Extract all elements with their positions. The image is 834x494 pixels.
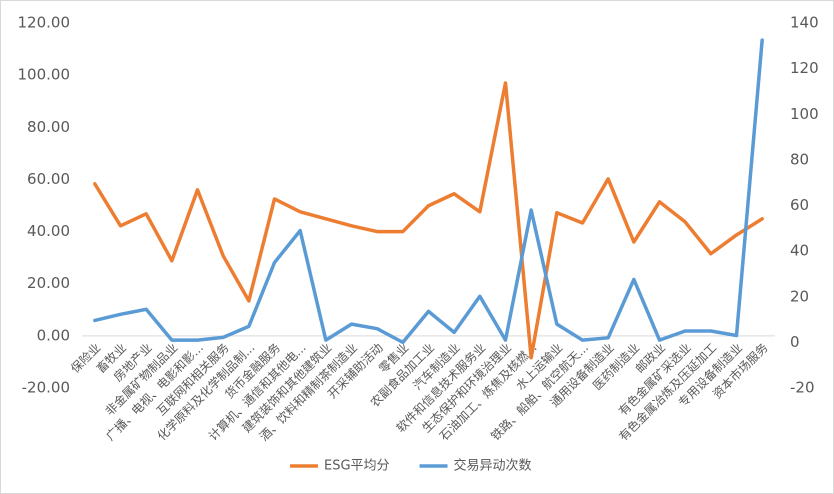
series-line <box>93 81 764 360</box>
series-line <box>93 38 764 345</box>
y-tick-label: 60.00 <box>27 170 70 188</box>
y2-tick-label: 60 <box>790 196 809 214</box>
y-tick-label: 100.00 <box>18 66 71 84</box>
y2-tick-label: 20 <box>790 287 809 305</box>
legend-label: 交易异动次数 <box>454 458 532 474</box>
y-tick-label: 120.00 <box>18 14 71 32</box>
y2-tick-label: 0 <box>790 333 800 351</box>
y-tick-label: 20.00 <box>27 274 70 292</box>
legend-label: ESG平均分 <box>324 459 390 474</box>
y2-tick-label: 80 <box>790 150 809 168</box>
y2-tick-label: -20 <box>790 379 815 397</box>
y2-tick-label: 40 <box>790 242 809 260</box>
y2-tick-label: 100 <box>790 105 819 123</box>
y2-tick-label: 140 <box>790 14 819 32</box>
y-tick-label: 0.00 <box>37 326 70 344</box>
y-tick-label: 80.00 <box>27 118 70 136</box>
y2-tick-label: 120 <box>790 59 819 77</box>
y-tick-label: 40.00 <box>27 222 70 240</box>
y-tick-label: -20.00 <box>22 379 70 397</box>
